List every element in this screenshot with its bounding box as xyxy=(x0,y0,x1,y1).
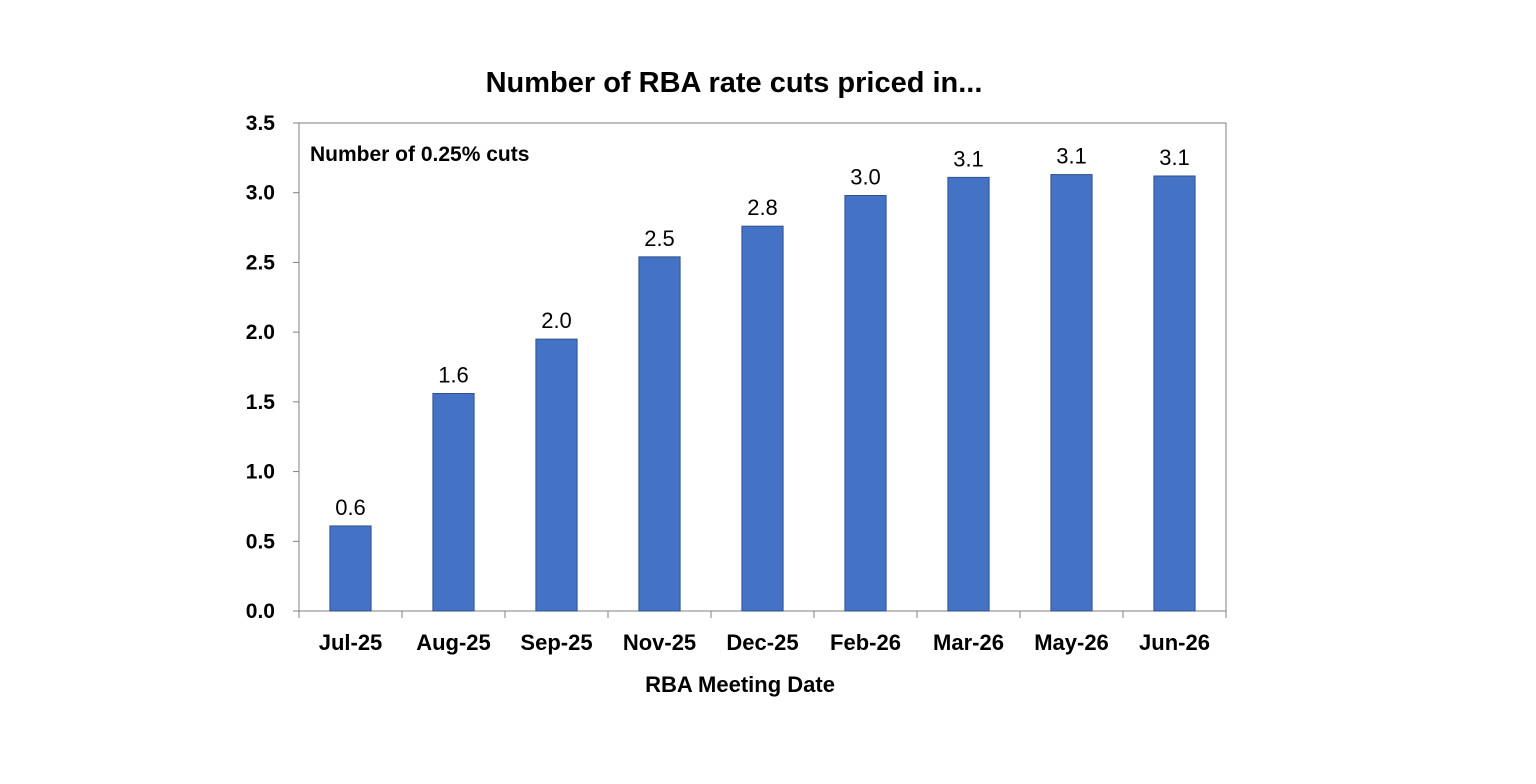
x-tick-label: Jul-25 xyxy=(319,630,383,655)
y-tick-label: 0.0 xyxy=(246,600,275,623)
bar-mar-26 xyxy=(947,176,990,612)
y-tick-label: 3.5 xyxy=(246,112,276,135)
bar-feb-26 xyxy=(844,195,887,612)
x-tick-label: Sep-25 xyxy=(520,630,592,655)
x-axis: Jul-25 Aug-25 Sep-25 Nov-25 Dec-25 Feb-26 Mar-… xyxy=(298,610,1227,655)
data-label: 3.1 xyxy=(1159,145,1190,170)
units-annotation: Number of 0.25% cuts xyxy=(310,143,529,166)
x-axis-label: RBA Meeting Date xyxy=(645,672,835,697)
x-tick-label: Dec-25 xyxy=(726,630,798,655)
x-tick-label: May-26 xyxy=(1034,630,1109,655)
bar-aug-25 xyxy=(432,392,475,612)
chart-title: Number of RBA rate cuts priced in... xyxy=(486,67,983,99)
data-label: 2.5 xyxy=(644,226,675,251)
data-label: 3.0 xyxy=(850,165,881,190)
x-tick-label: Feb-26 xyxy=(830,630,901,655)
data-label: 3.1 xyxy=(1056,144,1087,169)
bar-series xyxy=(329,174,1196,612)
y-tick-label: 2.5 xyxy=(246,251,276,274)
bar-sep-25 xyxy=(535,338,578,612)
y-tick-label: 0.5 xyxy=(246,530,276,553)
y-tick-label: 2.0 xyxy=(246,321,275,344)
x-tick-label: Jun-26 xyxy=(1139,630,1210,655)
bar-jul-25 xyxy=(329,525,372,612)
x-tick-label: Nov-25 xyxy=(623,630,696,655)
data-labels: 0.6 1.6 2.0 2.5 2.8 3.0 3.1 3.1 3.1 xyxy=(335,144,1190,520)
y-axis: 0.0 0.5 1.0 1.5 2.0 2.5 3.0 3.5 xyxy=(246,112,300,623)
x-tick-label: Aug-25 xyxy=(416,630,491,655)
bar-nov-25 xyxy=(638,256,681,612)
data-label: 2.8 xyxy=(747,195,778,220)
bar-jun-26 xyxy=(1153,175,1196,612)
bar-may-26 xyxy=(1050,174,1093,612)
data-label: 0.6 xyxy=(335,495,366,520)
data-label: 3.1 xyxy=(953,146,984,171)
y-tick-label: 1.5 xyxy=(246,391,276,414)
x-tick-label: Mar-26 xyxy=(933,630,1004,655)
data-label: 1.6 xyxy=(438,362,469,387)
y-tick-label: 3.0 xyxy=(246,182,275,205)
y-tick-label: 1.0 xyxy=(246,461,275,484)
data-label: 2.0 xyxy=(541,308,572,333)
bar-dec-25 xyxy=(741,225,784,612)
